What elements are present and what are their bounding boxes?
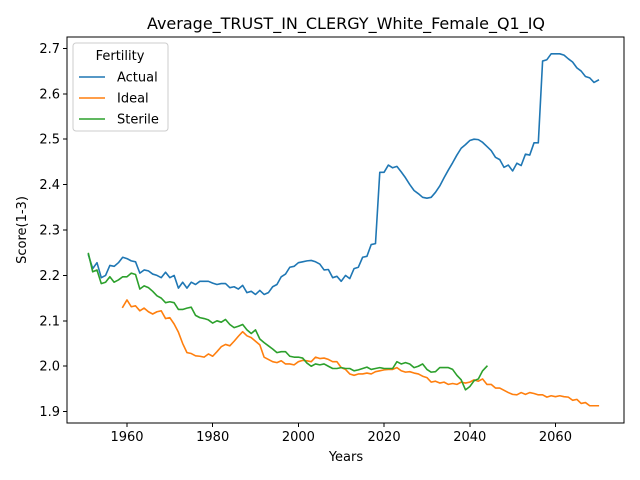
- x-tick-label: 2060: [539, 430, 572, 445]
- legend-label-actual: Actual: [117, 71, 158, 86]
- y-tick-label: 1.9: [39, 405, 60, 420]
- legend-title: Fertility: [96, 49, 145, 64]
- y-tick-label: 2.4: [39, 178, 60, 193]
- legend-label-sterile: Sterile: [117, 113, 159, 128]
- chart-title: Average_TRUST_IN_CLERGY_White_Female_Q1_…: [147, 14, 545, 34]
- y-axis: 1.9 2.0 2.1 2.2 2.3 2.4 2.5 2.6 2.7: [39, 42, 67, 420]
- x-tick-label: 1980: [196, 430, 229, 445]
- x-tick-label: 2020: [368, 430, 401, 445]
- y-tick-label: 2.0: [39, 360, 60, 375]
- series-layer: [87, 53, 600, 407]
- legend: Fertility Actual Ideal Sterile: [72, 42, 169, 132]
- series-line-ideal: [121, 299, 600, 407]
- y-tick-label: 2.2: [39, 269, 60, 284]
- x-axis-title: Years: [328, 450, 364, 465]
- x-tick-label: 2040: [453, 430, 486, 445]
- y-axis-title: Score(1-3): [15, 196, 30, 264]
- x-tick-label: 2000: [282, 430, 315, 445]
- y-tick-label: 2.3: [39, 224, 60, 239]
- y-tick-label: 2.7: [39, 42, 60, 57]
- series-line-sterile: [87, 252, 489, 391]
- y-tick-label: 2.1: [39, 314, 60, 329]
- series-line-actual: [87, 53, 600, 296]
- y-tick-label: 2.6: [39, 87, 60, 102]
- legend-items: Actual Ideal Sterile: [79, 71, 159, 128]
- x-axis: 1960 1980 2000 2020 2040 2060: [110, 423, 572, 445]
- x-tick-label: 1960: [110, 430, 143, 445]
- legend-box: [72, 42, 169, 132]
- legend-label-ideal: Ideal: [117, 92, 149, 107]
- y-tick-label: 2.5: [39, 133, 60, 148]
